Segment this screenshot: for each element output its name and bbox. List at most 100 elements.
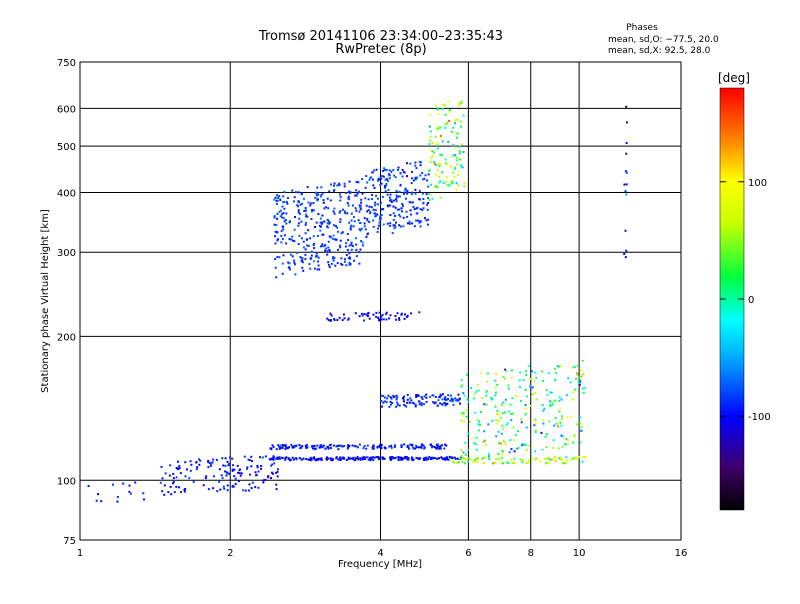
- data-point: [337, 230, 340, 233]
- data-point: [394, 315, 397, 317]
- data-point: [394, 214, 397, 217]
- data-point: [224, 457, 227, 460]
- data-point: [501, 453, 504, 456]
- y-tick-label: 400: [57, 188, 76, 199]
- data-point: [543, 407, 546, 410]
- data-point: [128, 490, 131, 493]
- data-point: [271, 463, 274, 466]
- data-point: [337, 445, 340, 447]
- data-point: [504, 443, 507, 446]
- data-point: [271, 471, 273, 474]
- data-point: [540, 431, 543, 434]
- data-point: [456, 118, 459, 121]
- data-point: [329, 319, 332, 322]
- data-point: [224, 464, 227, 467]
- data-point: [571, 457, 574, 460]
- data-point: [498, 442, 500, 445]
- data-point: [534, 418, 537, 421]
- data-point: [362, 447, 365, 450]
- data-point: [500, 461, 503, 464]
- data-point: [356, 456, 359, 459]
- data-point: [281, 447, 284, 449]
- data-point: [379, 215, 382, 218]
- data-point: [366, 456, 369, 459]
- data-point: [381, 313, 384, 316]
- data-point: [382, 169, 385, 172]
- data-point: [580, 429, 583, 432]
- data-point: [343, 317, 346, 320]
- data-point: [276, 256, 279, 258]
- data-point: [314, 226, 316, 228]
- data-point: [234, 477, 237, 480]
- data-point: [246, 466, 249, 469]
- data-point: [420, 443, 423, 446]
- data-point: [219, 488, 222, 491]
- data-point: [322, 233, 325, 236]
- data-point: [289, 220, 291, 223]
- data-point: [434, 186, 436, 189]
- data-point: [293, 240, 296, 243]
- data-point: [428, 169, 431, 172]
- data-point: [282, 201, 285, 204]
- data-point: [449, 394, 452, 397]
- data-point: [406, 189, 409, 192]
- data-point: [462, 151, 465, 153]
- data-point: [358, 251, 360, 254]
- data-point: [396, 401, 399, 404]
- data-point: [365, 313, 368, 316]
- data-point: [331, 459, 334, 462]
- data-point: [368, 205, 371, 208]
- data-point: [228, 472, 231, 475]
- data-point: [495, 373, 498, 376]
- data-point: [365, 236, 368, 238]
- data-point: [213, 475, 215, 478]
- data-point: [443, 104, 446, 107]
- colorbar-tick-label: 100: [748, 178, 767, 189]
- data-point: [413, 402, 415, 405]
- data-point: [407, 447, 410, 450]
- data-point: [262, 481, 265, 484]
- data-point: [496, 410, 499, 412]
- data-point: [458, 102, 460, 105]
- data-point: [553, 424, 556, 427]
- data-point: [285, 212, 288, 215]
- data-point: [272, 472, 274, 475]
- data-point: [298, 201, 300, 203]
- data-point: [271, 458, 274, 461]
- data-point: [424, 217, 426, 220]
- data-point: [247, 489, 250, 492]
- data-point: [329, 221, 332, 224]
- data-point: [388, 169, 391, 172]
- data-point: [435, 164, 438, 166]
- data-point: [345, 264, 348, 267]
- data-point: [364, 228, 367, 231]
- data-point: [527, 444, 530, 447]
- data-point: [402, 399, 405, 401]
- data-point: [400, 312, 403, 315]
- data-point: [474, 411, 477, 414]
- data-point: [275, 471, 278, 474]
- data-point: [475, 390, 478, 393]
- data-point: [428, 456, 431, 459]
- data-point: [274, 266, 277, 269]
- data-point: [281, 205, 284, 208]
- data-point: [533, 424, 536, 427]
- data-point: [382, 395, 385, 397]
- data-point: [415, 219, 418, 222]
- data-point: [441, 403, 444, 406]
- data-point: [306, 446, 309, 449]
- data-point: [520, 421, 523, 424]
- data-point: [304, 445, 307, 447]
- data-point: [584, 456, 587, 459]
- data-point: [172, 482, 174, 485]
- data-point: [500, 432, 503, 435]
- data-point: [281, 457, 284, 460]
- data-point: [425, 400, 428, 403]
- data-point: [456, 132, 459, 135]
- data-point: [274, 258, 277, 260]
- data-point: [474, 458, 477, 461]
- data-point: [389, 396, 392, 399]
- data-point: [335, 457, 338, 460]
- data-point: [236, 464, 239, 467]
- data-point: [338, 211, 341, 214]
